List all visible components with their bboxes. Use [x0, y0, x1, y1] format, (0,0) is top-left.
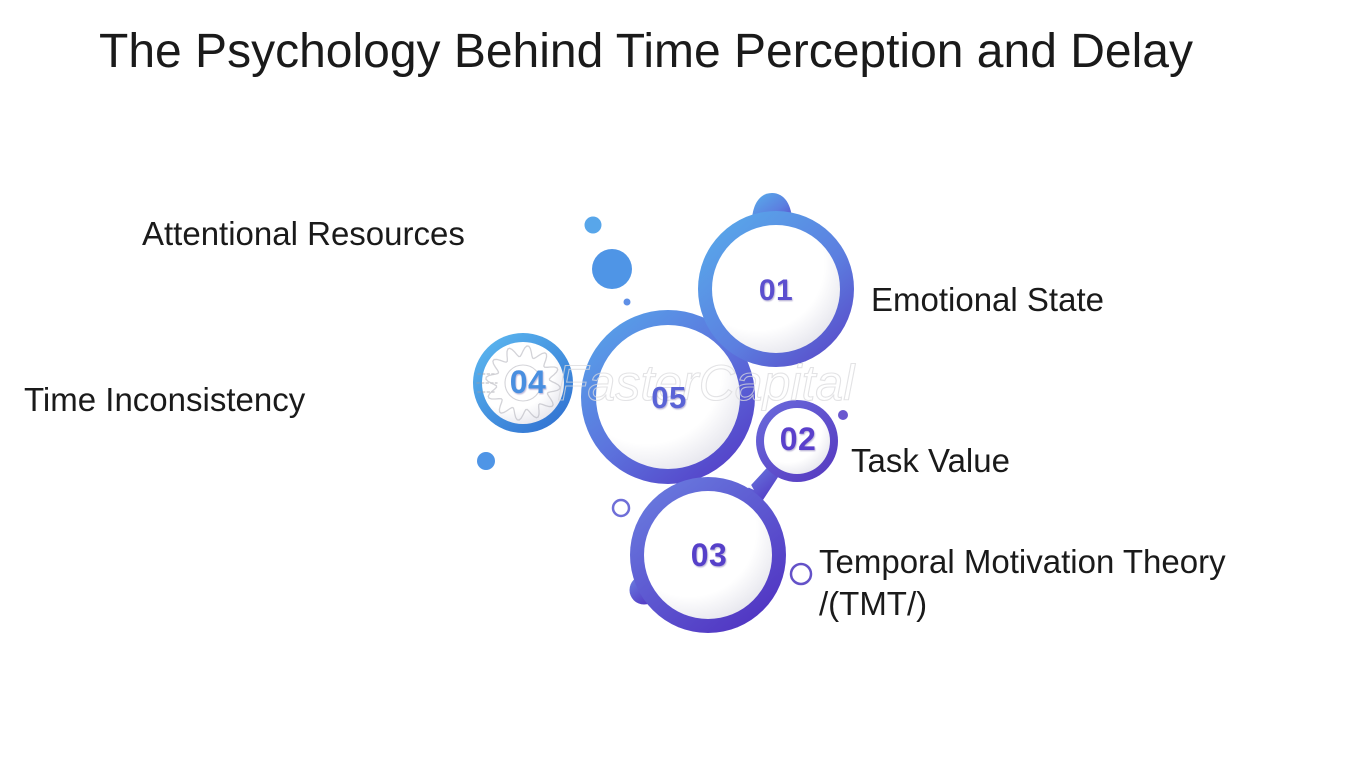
- svg-text:04: 04: [510, 364, 547, 400]
- svg-text:01: 01: [759, 274, 793, 307]
- svg-text:05: 05: [651, 380, 686, 415]
- svg-text:FasterCapital: FasterCapital: [557, 355, 856, 411]
- svg-text:02: 02: [780, 421, 817, 457]
- svg-text:03: 03: [691, 537, 728, 573]
